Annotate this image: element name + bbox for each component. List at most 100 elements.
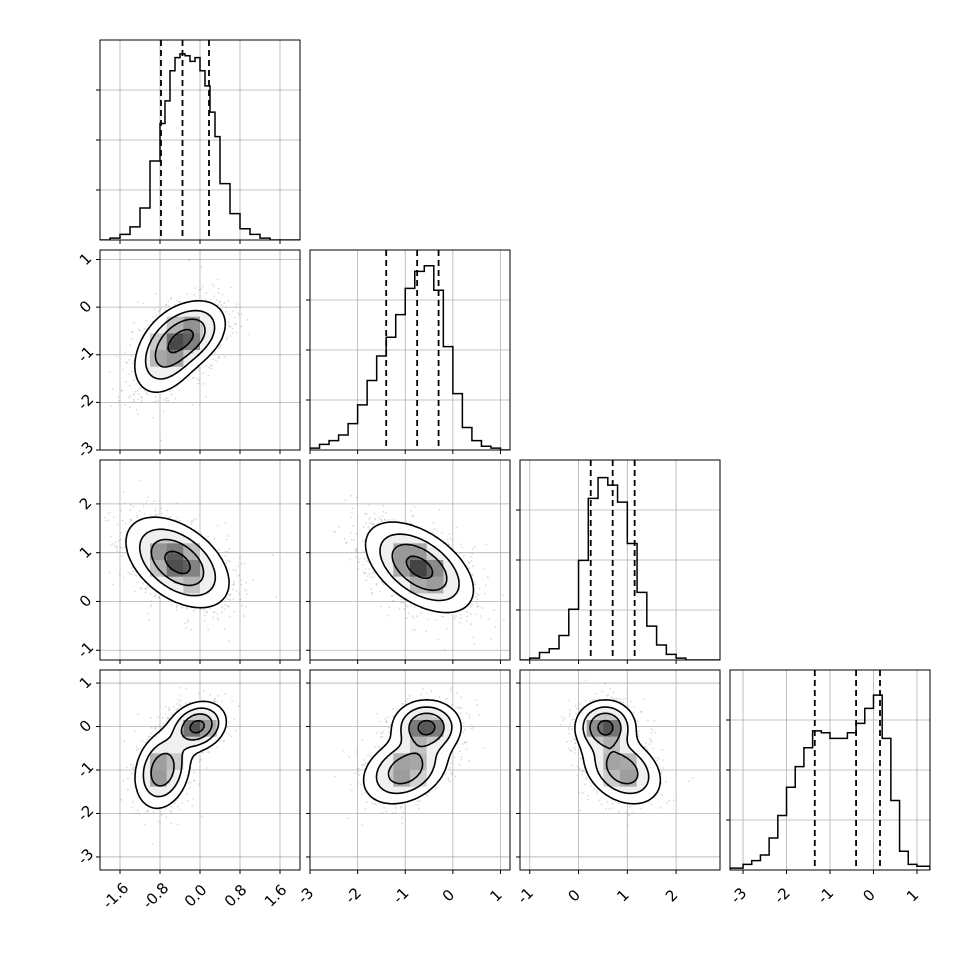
density-cell	[160, 587, 164, 591]
density-cell	[143, 527, 147, 531]
density-cell	[223, 587, 227, 591]
scatter-point	[228, 606, 230, 608]
density-cell	[133, 537, 137, 541]
density-cell	[207, 567, 211, 571]
density-cell	[153, 580, 157, 584]
density-cell	[140, 377, 144, 381]
density-cell	[210, 570, 214, 574]
scatter-point	[109, 572, 111, 574]
scatter-point	[119, 539, 121, 541]
scatter-point	[212, 358, 214, 360]
density-cell	[167, 383, 171, 387]
scatter-point	[373, 523, 375, 525]
scatter-point	[118, 400, 120, 402]
scatter-point	[114, 545, 116, 547]
scatter-point	[131, 370, 133, 372]
density-cell	[127, 543, 131, 547]
density-cell	[150, 533, 154, 537]
density-cell	[190, 533, 194, 537]
scatter-point	[226, 339, 228, 341]
scatter-point	[126, 362, 128, 364]
scatter-point	[233, 598, 235, 600]
scatter-point	[365, 568, 367, 570]
density-cell	[150, 537, 154, 541]
scatter-point	[147, 496, 149, 498]
density-cell	[170, 583, 174, 587]
scatter-point	[222, 294, 224, 296]
density-cell	[157, 523, 161, 527]
density-cell	[130, 547, 134, 551]
density-cell	[173, 577, 177, 581]
density-cell	[160, 330, 164, 334]
scatter-point	[406, 617, 408, 619]
scatter-point	[362, 564, 364, 566]
density-cell	[130, 530, 134, 534]
scatter-point	[460, 617, 462, 619]
scatter-point	[234, 317, 236, 319]
scatter-point	[244, 563, 246, 565]
scatter-point	[356, 497, 358, 499]
scatter-point	[368, 528, 370, 530]
density-cell	[147, 547, 151, 551]
density-cell	[130, 533, 134, 537]
density-cell	[137, 557, 141, 561]
density-cell	[140, 523, 144, 527]
scatter-point	[161, 507, 163, 509]
scatter-point	[420, 612, 422, 614]
scatter-point	[476, 593, 478, 595]
scatter-point	[207, 536, 209, 538]
density-cell	[203, 317, 207, 321]
density-cell	[217, 587, 221, 591]
scatter-point	[364, 513, 366, 515]
density-cell	[177, 593, 181, 597]
density-cell	[193, 603, 197, 607]
density-cell	[197, 537, 201, 541]
density-cell	[157, 537, 161, 541]
density-cell	[133, 533, 137, 537]
scatter-point	[479, 588, 481, 590]
density-cell	[137, 357, 141, 361]
density-cell	[217, 597, 221, 601]
density-cell	[137, 530, 141, 534]
density-cell	[170, 523, 174, 527]
density-cell	[220, 567, 224, 571]
density-cell	[143, 553, 147, 557]
density-cell	[153, 537, 157, 541]
density-cell	[127, 540, 131, 544]
scatter-point	[239, 599, 241, 601]
density-cell	[153, 523, 157, 527]
scatter-point	[380, 519, 382, 521]
density-cell	[147, 527, 151, 531]
scatter-point	[146, 587, 148, 589]
scatter-point	[372, 572, 374, 574]
density-cell	[207, 563, 211, 567]
scatter-point	[152, 316, 154, 318]
scatter-point	[120, 532, 122, 534]
density-cell	[140, 353, 144, 357]
density-cell	[207, 333, 211, 337]
scatter-point	[355, 549, 357, 551]
scatter-point	[367, 575, 369, 577]
scatter-point	[374, 513, 376, 515]
scatter-point	[350, 532, 352, 534]
scatter-point	[155, 293, 157, 295]
scatter-point	[405, 605, 407, 607]
scatter-point	[198, 370, 200, 372]
density-cell	[160, 373, 164, 377]
scatter-point	[238, 314, 240, 316]
scatter-point	[148, 619, 150, 621]
density-cell	[163, 327, 167, 331]
density-cell	[220, 563, 224, 567]
density-cell	[207, 350, 211, 354]
density-cell	[143, 340, 147, 344]
density-cell	[133, 540, 137, 544]
scatter-point	[204, 615, 206, 617]
density-cell	[163, 373, 167, 377]
scatter-point	[235, 569, 237, 571]
density-cell	[220, 323, 224, 327]
density-cell	[167, 593, 171, 597]
scatter-point	[227, 560, 229, 562]
density-cell	[133, 553, 137, 557]
scatter-point	[384, 519, 386, 521]
scatter-point	[169, 390, 171, 392]
